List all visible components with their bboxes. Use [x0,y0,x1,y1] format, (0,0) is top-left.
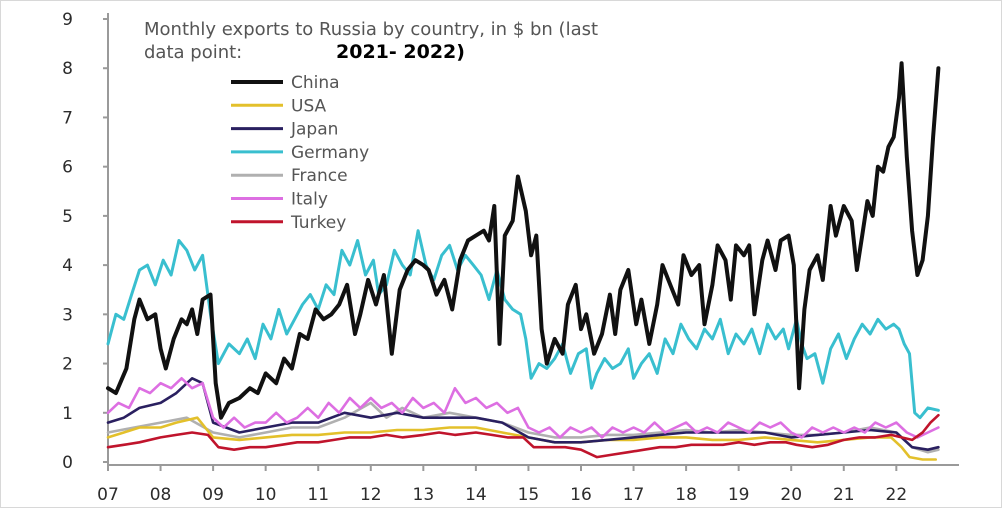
series-line-germany [106,229,940,420]
y-tick-label: 6 [62,158,73,178]
x-tick-label: 22 [886,485,908,505]
y-tick-label: 9 [62,10,73,30]
x-tick-label: 14 [465,485,487,505]
series-line-china [106,61,941,420]
series-lines [106,61,941,461]
y-tick-label: 3 [62,305,73,325]
legend-label-germany: Germany [291,143,369,163]
y-tick-label: 2 [62,355,73,375]
legend-label-usa: USA [291,96,327,116]
x-axis-ticks: 07 08 09 10 11 12 13 14 15 16 17 18 19 20 21 22 [97,465,907,505]
x-tick-label: 10 [255,485,277,505]
legend-label-italy: Italy [291,190,328,210]
y-tick-label: 0 [62,453,73,473]
legend-label-france: France [291,166,348,186]
y-axis-ticks: 0 1 2 3 4 5 6 7 8 9 [62,10,108,473]
x-tick-label: 19 [728,485,750,505]
y-tick-label: 7 [62,108,73,128]
x-tick-label: 12 [360,485,382,505]
chart-title-line2-prefix: data point: [144,42,242,63]
x-tick-label: 09 [202,485,224,505]
legend-label-japan: Japan [290,120,338,140]
x-tick-label: 17 [623,485,645,505]
y-tick-label: 5 [62,207,73,227]
legend-label-turkey: Turkey [290,213,346,233]
x-tick-label: 21 [833,485,855,505]
y-tick-label: 1 [62,404,73,424]
chart-title-years: 2021- 2022) [336,41,465,63]
x-tick-label: 20 [780,485,802,505]
x-tick-label: 16 [570,485,592,505]
chart-title: Monthly exports to Russia by country, in… [144,19,598,63]
series-line-turkey [106,413,940,459]
x-tick-label: 08 [150,485,172,505]
legend: China USA Japan Germany France Italy Turkey [231,73,369,233]
y-tick-label: 4 [62,256,73,276]
x-tick-label: 18 [675,485,697,505]
x-tick-label: 15 [518,485,540,505]
x-tick-label: 13 [413,485,435,505]
legend-label-china: China [291,73,340,93]
x-tick-label: 07 [97,485,119,505]
chart-title-line1: Monthly exports to Russia by country, in… [144,19,598,40]
y-tick-label: 8 [62,59,73,79]
series-line-italy [106,377,940,439]
x-tick-label: 11 [307,485,329,505]
